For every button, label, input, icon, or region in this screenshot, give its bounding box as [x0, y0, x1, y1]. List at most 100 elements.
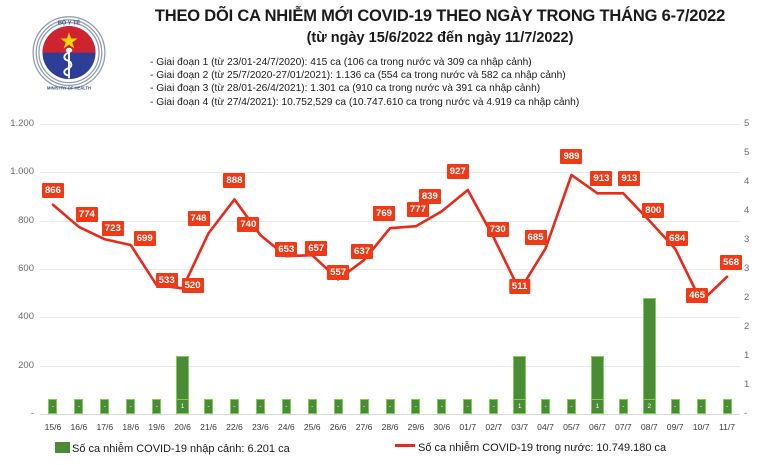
- line-value-label: 777: [406, 202, 429, 218]
- y-tick-right-label: 1: [744, 350, 750, 361]
- line-series-domestic: [51, 173, 729, 303]
- line-value-label: 888: [223, 173, 246, 189]
- logo-text-top: BỘ Y TẾ: [58, 19, 80, 27]
- line-value-label: 800: [642, 202, 665, 218]
- line-value-label: 511: [508, 278, 531, 294]
- bar-value-label: -: [126, 399, 136, 414]
- phase-summary-list: - Giai đoạn 1 (từ 23/01-24/7/2020): 415 …: [150, 56, 770, 109]
- ministry-of-health-logo-icon: BỘ Y TẾ MINISTRY OF HEALTH: [30, 12, 108, 94]
- logo-text-bottom: MINISTRY OF HEALTH: [47, 85, 91, 90]
- bar-value-label: -: [48, 399, 58, 414]
- page-title: THEO DÕI CA NHIỄM MỚI COVID-19 THEO NGÀY…: [154, 7, 726, 25]
- bar-value-label: 2: [642, 399, 656, 414]
- x-tick-label: 22/6: [226, 422, 243, 432]
- line-value-label: 684: [666, 230, 689, 246]
- phase-line-3: - Giai đoạn 3 (từ 28/01-26/4/2021): 1.30…: [150, 83, 541, 95]
- x-tick-label: 02/7: [485, 422, 503, 432]
- line-value-label: 748: [187, 211, 210, 227]
- bar-value-label: 1: [513, 399, 527, 414]
- y-tick-right-label: 1: [744, 379, 750, 390]
- y-tick-right-label: 4: [744, 205, 750, 216]
- title-block: THEO DÕI CA NHIỄM MỚI COVID-19 THEO NGÀY…: [120, 6, 760, 48]
- x-tick-label: 06/7: [589, 422, 606, 432]
- x-tick-label: 27/6: [355, 422, 373, 432]
- gridline: [40, 172, 740, 174]
- y-tick-left-label: 200: [18, 359, 34, 371]
- bar-value-label: -: [411, 399, 421, 414]
- legend-label-domestic: Số ca nhiễm COVID-19 trong nước: 10.749.…: [418, 442, 667, 454]
- y-tick-right-label: 5: [744, 118, 750, 129]
- red-line-icon: [395, 444, 415, 447]
- line-value-label: 568: [720, 254, 743, 270]
- bar-value-label: -: [307, 399, 317, 414]
- y-tick-right-label: 2: [744, 321, 750, 332]
- line-value-label: 520: [181, 278, 204, 294]
- x-tick-label: 21/6: [200, 422, 217, 432]
- y-tick-right-label: 5: [744, 147, 750, 158]
- y-tick-left-label: -: [30, 408, 34, 419]
- line-value-label: 839: [418, 189, 441, 205]
- x-tick-label: 26/6: [329, 422, 347, 432]
- bar-value-label: -: [437, 399, 447, 414]
- phase-line-4: - Giai đoạn 4 (từ 27/4/2021): 10.752,529…: [150, 96, 580, 108]
- gridline: [40, 365, 740, 367]
- gridline: [40, 124, 740, 125]
- line-value-label: 657: [305, 241, 328, 257]
- bar-value-label: -: [670, 399, 680, 414]
- x-tick-label: 16/6: [70, 422, 88, 432]
- y-tick-left-label: 1.200: [10, 118, 34, 129]
- x-tick-label: 18/6: [122, 422, 140, 432]
- bar-value-label: -: [333, 399, 343, 414]
- line-value-label: 913: [590, 171, 613, 187]
- bar-value-label: -: [229, 399, 239, 414]
- chart-header: BỘ Y TẾ MINISTRY OF HEALTH THEO DÕI CA N…: [0, 0, 770, 118]
- x-tick-label: 05/7: [563, 422, 580, 432]
- line-value-label: 723: [101, 221, 124, 237]
- x-tick-label: 10/7: [692, 422, 710, 432]
- x-tick-label: 19/6: [148, 422, 166, 432]
- line-value-label: 730: [486, 221, 509, 237]
- x-tick-label: 07/7: [614, 422, 632, 432]
- y-tick-right-label: 3: [744, 234, 750, 245]
- phase-line-2: - Giai đoạn 2 (từ 25/7/2020-27/01/2021):…: [150, 70, 566, 82]
- line-value-label: 653: [275, 242, 298, 258]
- line-value-label: 774: [75, 206, 98, 222]
- x-tick-label: 30/6: [433, 422, 451, 432]
- x-tick-label: 08/7: [640, 422, 658, 432]
- legend-item-domestic: Số ca nhiễm COVID-19 trong nước: 10.749.…: [395, 442, 666, 454]
- y-tick-left-label: 400: [18, 311, 34, 323]
- legend-item-imported: Số ca nhiễm COVID-19 nhập cảnh: 6.201 ca: [55, 442, 290, 455]
- bar-value-label: -: [566, 399, 576, 414]
- phase-line-1: - Giai đoạn 1 (từ 23/01-24/7/2020): 415 …: [150, 57, 532, 68]
- line-value-label: 699: [133, 231, 156, 247]
- bar-value-label: -: [281, 399, 291, 414]
- line-value-label: 913: [618, 171, 641, 187]
- bar-value-label: 1: [176, 399, 190, 414]
- bar-value-label: -: [722, 399, 732, 414]
- bar-value-label: -: [618, 399, 628, 414]
- x-tick-label: 03/7: [511, 422, 528, 432]
- y-tick-right-label: 4: [744, 176, 750, 187]
- y-tick-right-label: 3: [744, 263, 750, 274]
- bar-value-label: -: [359, 399, 369, 414]
- bar-value-label: -: [696, 399, 706, 414]
- bar-value-label: -: [489, 399, 499, 414]
- y-tick-left-label: 800: [18, 214, 34, 226]
- x-tick-label: 11/7: [718, 422, 736, 432]
- line-value-label: 866: [41, 182, 64, 198]
- x-tick-label: 15/6: [44, 422, 62, 432]
- x-tick-label: 25/6: [303, 422, 321, 432]
- x-tick-label: 17/6: [96, 422, 114, 432]
- x-tick-label: 20/6: [174, 422, 191, 432]
- x-tick-label: 29/6: [407, 422, 425, 432]
- line-value-label: 465: [686, 287, 709, 303]
- y-tick-right-label: 2: [744, 292, 750, 303]
- line-value-label: 557: [327, 265, 350, 281]
- legend-label-imported: Số ca nhiễm COVID-19 nhập cảnh: 6.201 ca: [72, 443, 290, 455]
- gridline: [40, 220, 740, 222]
- bar-value-label: -: [463, 399, 473, 414]
- bar-value-label: -: [74, 399, 84, 414]
- bar-value-label: -: [255, 399, 265, 414]
